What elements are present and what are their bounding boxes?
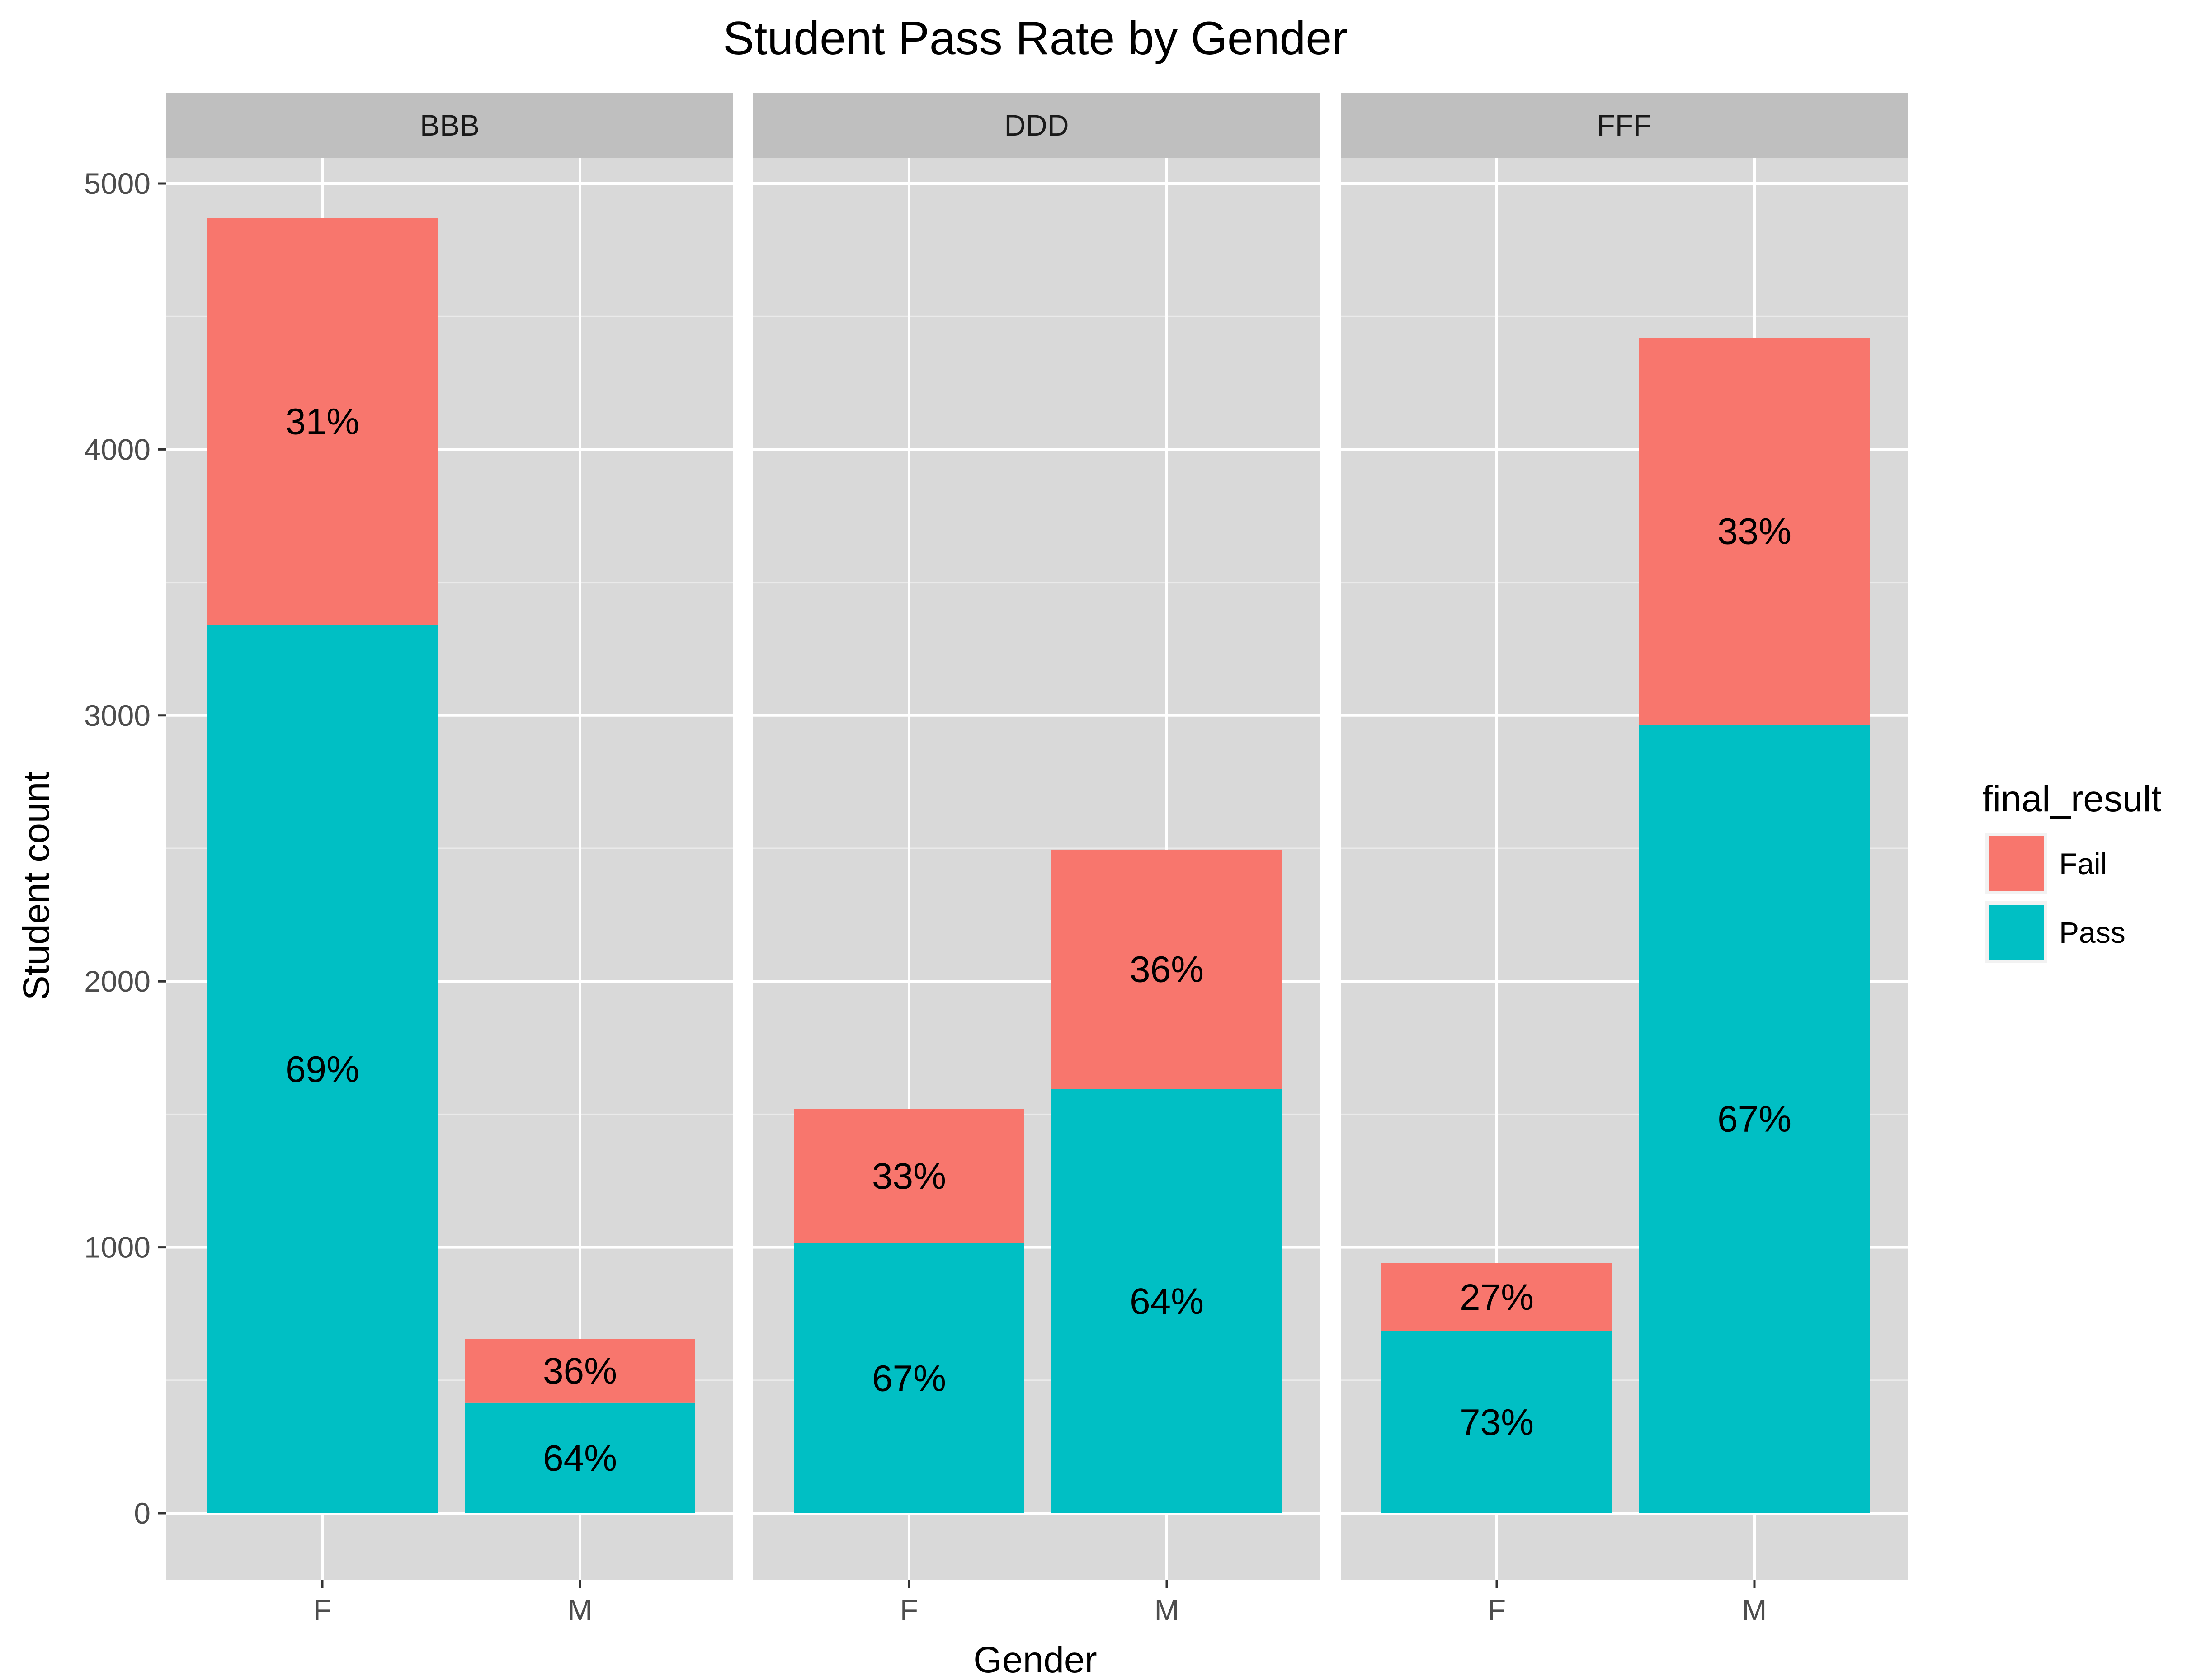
legend-swatch-pass	[1989, 905, 2044, 960]
x-tick-label: F	[1488, 1593, 1506, 1627]
data-label-pass: 73%	[1460, 1402, 1534, 1443]
legend-label-fail: Fail	[2059, 847, 2107, 880]
chart-title: Student Pass Rate by Gender	[723, 12, 1348, 65]
x-tick-label: F	[313, 1593, 331, 1627]
data-label-fail: 33%	[1717, 511, 1791, 552]
bar-fail-f	[1381, 1263, 1612, 1331]
y-tick-label: 0	[134, 1496, 151, 1530]
facet-strip-label: FFF	[1597, 108, 1652, 142]
bar-fail-f	[794, 1109, 1024, 1243]
facet-strip-label: DDD	[1004, 108, 1069, 142]
legend-swatch-fail	[1989, 836, 2044, 891]
x-axis-title: Gender	[973, 1639, 1097, 1678]
bar-fail-m	[465, 1339, 695, 1403]
facet-panel-ddd: DDD 67% 33% F 64% 36% M	[753, 93, 1320, 1627]
data-label-pass: 67%	[872, 1358, 946, 1399]
data-label-pass: 64%	[1130, 1281, 1204, 1322]
x-tick-label: M	[568, 1593, 593, 1627]
data-label-fail: 27%	[1460, 1277, 1534, 1318]
bar-pass-f	[207, 625, 438, 1513]
x-tick-label: F	[900, 1593, 918, 1627]
facet-panels: BBB 69% 31% F 64% 36% M DDD 67% 33% F 64% 36% M FFF 73%…	[166, 93, 1908, 1627]
y-tick-label: 3000	[84, 699, 151, 732]
data-label-pass: 67%	[1717, 1099, 1791, 1140]
data-label-fail: 31%	[285, 401, 359, 442]
x-tick-label: M	[1742, 1593, 1767, 1627]
y-tick-label: 2000	[84, 965, 151, 998]
legend-label-pass: Pass	[2059, 916, 2126, 949]
bar-fail-m	[1051, 849, 1282, 1089]
y-tick-label: 4000	[84, 433, 151, 466]
facet-panel-bbb: BBB 69% 31% F 64% 36% M	[166, 93, 733, 1627]
y-axis: 0 1000 2000 3000 4000 5000	[84, 167, 166, 1530]
x-tick-label: M	[1155, 1593, 1179, 1627]
bar-fail-m	[1639, 338, 1870, 725]
data-label-fail: 36%	[1130, 949, 1204, 990]
facet-strip	[166, 93, 733, 158]
y-tick-label: 1000	[84, 1231, 151, 1264]
data-label-fail: 33%	[872, 1156, 946, 1197]
bar-pass-f	[794, 1243, 1024, 1513]
legend-title: final_result	[1982, 778, 2162, 819]
bar-pass-f	[1381, 1331, 1612, 1513]
y-tick-label: 5000	[84, 167, 151, 200]
legend: final_result Fail Pass	[1982, 778, 2162, 963]
facet-strip	[1341, 93, 1908, 158]
bar-fail-f	[207, 218, 438, 625]
bar-pass-m	[465, 1402, 695, 1513]
data-label-fail: 36%	[543, 1351, 617, 1392]
facet-strip	[753, 93, 1320, 158]
facet-panel-fff: FFF 73% 27% F 67% 33% M	[1341, 93, 1908, 1627]
bar-pass-m	[1639, 725, 1870, 1513]
bar-pass-m	[1051, 1089, 1282, 1513]
data-label-pass: 64%	[543, 1438, 617, 1479]
data-label-pass: 69%	[285, 1049, 359, 1090]
facet-strip-label: BBB	[420, 108, 480, 142]
y-axis-title: Student count	[16, 772, 57, 1000]
